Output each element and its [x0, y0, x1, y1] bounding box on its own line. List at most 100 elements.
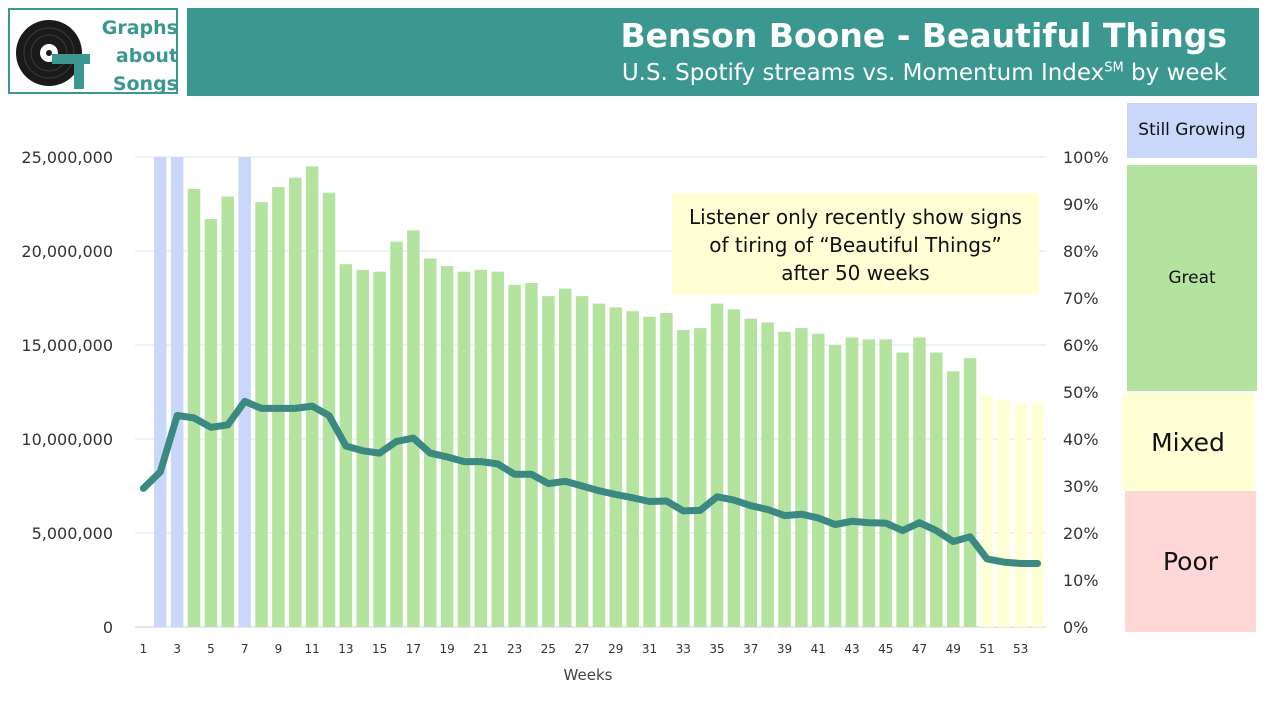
bar	[930, 352, 943, 627]
x-axis-tick-label: 5	[207, 642, 215, 656]
bar	[795, 328, 808, 627]
bar	[1014, 403, 1027, 627]
bar	[423, 258, 437, 627]
bar	[440, 266, 454, 627]
bar	[946, 371, 960, 627]
bar	[643, 316, 656, 627]
bar	[221, 196, 235, 628]
x-axis-tick-label: 11	[304, 642, 319, 656]
line-series	[139, 397, 1042, 567]
x-axis-tick-label: 43	[844, 642, 859, 656]
left-axis-tick-label: 0	[103, 618, 113, 637]
bar	[812, 333, 825, 627]
right-axis-tick-label: 40%	[1063, 430, 1099, 449]
left-axis-tick-label: 20,000,000	[21, 242, 113, 261]
annotation-box: Listener only recently show signs of tir…	[672, 193, 1039, 295]
bar	[963, 358, 977, 627]
zone-poor: Poor	[1125, 491, 1256, 632]
left-axis-tick-label: 15,000,000	[21, 336, 113, 355]
bar	[575, 296, 589, 627]
bar	[154, 157, 167, 627]
left-axis-ticks: 0 5,000,000 10,000,000 15,000,000 20,000,000…	[21, 148, 113, 637]
bar	[913, 337, 926, 627]
subtitle-end: by week	[1123, 60, 1227, 86]
bar	[828, 345, 842, 627]
right-axis-tick-label: 90%	[1063, 195, 1099, 214]
right-axis-tick-label: 70%	[1063, 289, 1099, 308]
x-axis-tick-label: 41	[811, 642, 826, 656]
x-axis-tick-label: 49	[946, 642, 961, 656]
bar	[170, 157, 184, 627]
zone-mixed: Mixed	[1122, 393, 1254, 491]
x-axis-tick-label: 9	[275, 642, 283, 656]
x-axis-tick-label: 21	[473, 642, 488, 656]
logo-text-line1: Graphs	[101, 17, 178, 39]
bar	[390, 241, 403, 627]
bar	[491, 271, 504, 627]
bar	[457, 271, 471, 627]
x-axis-tick-label: 7	[241, 642, 249, 656]
bar	[626, 311, 639, 627]
right-axis-tick-label: 0%	[1063, 618, 1088, 637]
x-axis-tick-label: 31	[642, 642, 657, 656]
x-axis-tick-label: 27	[574, 642, 589, 656]
right-axis-tick-label: 80%	[1063, 242, 1099, 261]
right-axis-tick-label: 30%	[1063, 477, 1099, 496]
x-axis-tick-label: 15	[372, 642, 387, 656]
left-axis-tick-label: 10,000,000	[21, 430, 113, 449]
logo: Graphs about Songs	[8, 8, 178, 95]
chart-title: Benson Boone - Beautiful Things	[620, 16, 1227, 55]
bar	[609, 307, 623, 627]
bar	[710, 303, 724, 627]
bar	[660, 313, 673, 627]
left-axis-tick-label: 5,000,000	[32, 524, 113, 543]
bar	[238, 157, 251, 627]
subtitle-main: U.S. Spotify streams vs. Momentum Index	[621, 60, 1105, 86]
subtitle-superscript: SM	[1104, 60, 1124, 76]
x-axis-tick-label: 35	[709, 642, 724, 656]
zone-still-growing: Still Growing	[1127, 103, 1257, 158]
x-axis-tick-label: 1	[140, 642, 148, 656]
bar	[845, 337, 859, 627]
bar	[322, 192, 336, 627]
bar	[255, 202, 268, 627]
header-banner: Benson Boone - Beautiful Things U.S. Spo…	[187, 8, 1259, 96]
x-axis-tick-label: 51	[979, 642, 994, 656]
right-axis-tick-label: 20%	[1063, 524, 1099, 543]
bar	[289, 177, 302, 627]
gridlines	[135, 156, 1046, 628]
x-axis-tick-label: 53	[1013, 642, 1028, 656]
vinyl-record-icon	[16, 20, 90, 89]
bar	[677, 329, 690, 627]
bar	[727, 309, 741, 627]
x-axis-tick-label: 23	[507, 642, 522, 656]
left-axis-tick-label: 25,000,000	[21, 148, 113, 167]
x-axis-tick-label: 47	[912, 642, 927, 656]
x-axis-tick-label: 29	[608, 642, 623, 656]
bar	[980, 395, 994, 627]
bar-series	[154, 157, 1044, 628]
right-axis-tick-label: 50%	[1063, 383, 1099, 402]
bar	[1031, 403, 1044, 627]
bar	[407, 230, 420, 627]
bar	[592, 303, 606, 627]
bar	[474, 269, 488, 627]
x-axis-tick-label: 25	[541, 642, 556, 656]
zone-great: Great	[1127, 165, 1257, 391]
x-axis-label: Weeks	[564, 666, 613, 684]
right-axis-ticks: 0% 10% 20% 30% 40% 50% 60% 70% 80% 90% 100%	[1063, 148, 1109, 637]
x-axis-tick-label: 19	[439, 642, 454, 656]
bar	[862, 339, 876, 627]
logo-text-line3: Songs	[112, 73, 178, 95]
bar	[761, 322, 774, 627]
x-axis-tick-label: 3	[173, 642, 181, 656]
x-axis-tick-label: 33	[676, 642, 691, 656]
bar	[896, 352, 909, 627]
chart-subtitle: U.S. Spotify streams vs. Momentum IndexS…	[622, 60, 1227, 86]
x-axis-ticks: 1 3 5 7 9 11 13 15 17 19 21 23 25 27 29 31 33 35 37 39 41 43 4…	[140, 642, 1029, 656]
bar	[744, 318, 758, 627]
bar	[693, 328, 707, 627]
bar	[187, 188, 201, 627]
bar	[879, 339, 892, 627]
